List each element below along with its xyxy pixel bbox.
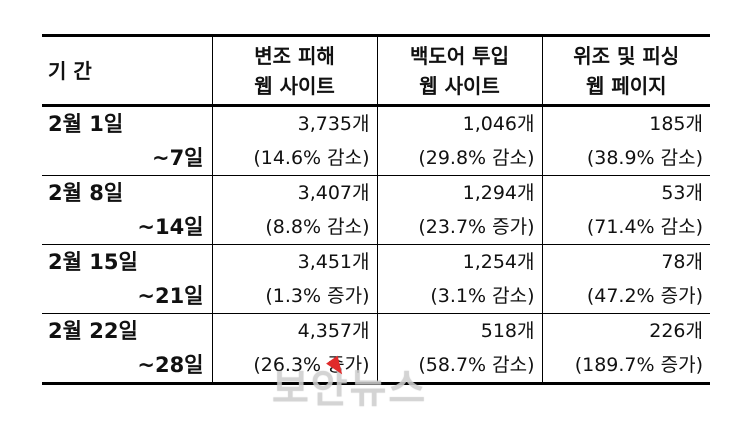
table-row: 2월 22일 ~28일 4,357개 (26.3% 증가) 518개 (58.7…	[42, 313, 710, 384]
change-value: (29.8% 감소)	[418, 147, 535, 169]
defaced-cell: 3,735개 (14.6% 감소)	[211, 105, 377, 176]
change-value: (3.1% 감소)	[430, 285, 535, 307]
period-cell: 2월 1일 ~7일	[42, 106, 212, 176]
phishing-cell: 226개 (189.7% 증가)	[541, 313, 710, 384]
table-row: 2월 8일 ~14일 3,407개 (8.8% 감소) 1,294개 (23.7…	[42, 175, 710, 245]
count-value: 3,407개	[297, 182, 370, 204]
header-defaced-websites: 변조 피해 웹 사이트	[211, 35, 377, 107]
header-row: 기 간 변조 피해 웹 사이트 백도어 투입 웹 사이트 위조 및 피싱 웹 페…	[42, 35, 710, 107]
count-value: 226개	[649, 320, 703, 342]
count-value: 78개	[661, 251, 703, 273]
count-value: 4,357개	[297, 320, 370, 342]
count-value: 518개	[480, 320, 535, 342]
count-value: 1,294개	[462, 182, 535, 204]
period-end: ~14일	[137, 215, 204, 239]
change-value: (14.6% 감소)	[253, 147, 370, 169]
period-end: ~21일	[137, 284, 204, 308]
count-value: 1,046개	[462, 113, 535, 135]
period-start: 2월 15일	[48, 250, 138, 274]
table-row: 2월 15일 ~21일 3,451개 (1.3% 증가) 1,254개 (3.1…	[42, 244, 710, 314]
backdoor-cell: 1,294개 (23.7% 증가)	[376, 175, 542, 245]
period-cell: 2월 22일 ~28일	[42, 314, 212, 384]
count-value: 53개	[661, 182, 703, 204]
header-backdoor-websites: 백도어 투입 웹 사이트	[376, 35, 542, 107]
change-value: (23.7% 증가)	[418, 216, 535, 238]
period-end: ~28일	[137, 353, 204, 377]
backdoor-cell: 1,046개 (29.8% 감소)	[376, 105, 542, 176]
phishing-cell: 185개 (38.9% 감소)	[541, 105, 710, 176]
count-value: 1,254개	[462, 251, 535, 273]
backdoor-cell: 1,254개 (3.1% 감소)	[376, 244, 542, 314]
statistics-table-container: 기 간 변조 피해 웹 사이트 백도어 투입 웹 사이트 위조 및 피싱 웹 페…	[42, 34, 710, 385]
weekly-website-incident-table: 기 간 변조 피해 웹 사이트 백도어 투입 웹 사이트 위조 및 피싱 웹 페…	[42, 34, 710, 385]
change-value: (38.9% 감소)	[586, 147, 703, 169]
period-end: ~7일	[151, 146, 204, 170]
period-start: 2월 1일	[48, 112, 124, 136]
count-value: 185개	[649, 113, 703, 135]
backdoor-cell: 518개 (58.7% 감소)	[376, 313, 542, 384]
change-value: (8.8% 감소)	[265, 216, 370, 238]
period-start: 2월 8일	[48, 181, 124, 205]
count-value: 3,451개	[297, 251, 370, 273]
count-value: 3,735개	[297, 113, 370, 135]
change-value: (47.2% 증가)	[586, 285, 703, 307]
change-value: (189.7% 증가)	[574, 354, 703, 376]
header-period: 기 간	[42, 35, 212, 107]
change-value: (58.7% 감소)	[418, 354, 535, 376]
change-value: (1.3% 증가)	[265, 285, 370, 307]
defaced-cell: 3,451개 (1.3% 증가)	[211, 244, 377, 314]
period-start: 2월 22일	[48, 319, 138, 343]
defaced-cell: 3,407개 (8.8% 감소)	[211, 175, 377, 245]
period-cell: 2월 15일 ~21일	[42, 245, 212, 314]
change-value: (71.4% 감소)	[586, 216, 703, 238]
defaced-cell: 4,357개 (26.3% 증가)	[211, 313, 377, 384]
phishing-cell: 78개 (47.2% 증가)	[541, 244, 710, 314]
change-value: (26.3% 증가)	[253, 354, 370, 376]
phishing-cell: 53개 (71.4% 감소)	[541, 175, 710, 245]
period-cell: 2월 8일 ~14일	[42, 176, 212, 245]
header-phishing-pages: 위조 및 피싱 웹 페이지	[541, 35, 710, 107]
table-row: 2월 1일 ~7일 3,735개 (14.6% 감소) 1,046개 (29.8…	[42, 105, 710, 176]
